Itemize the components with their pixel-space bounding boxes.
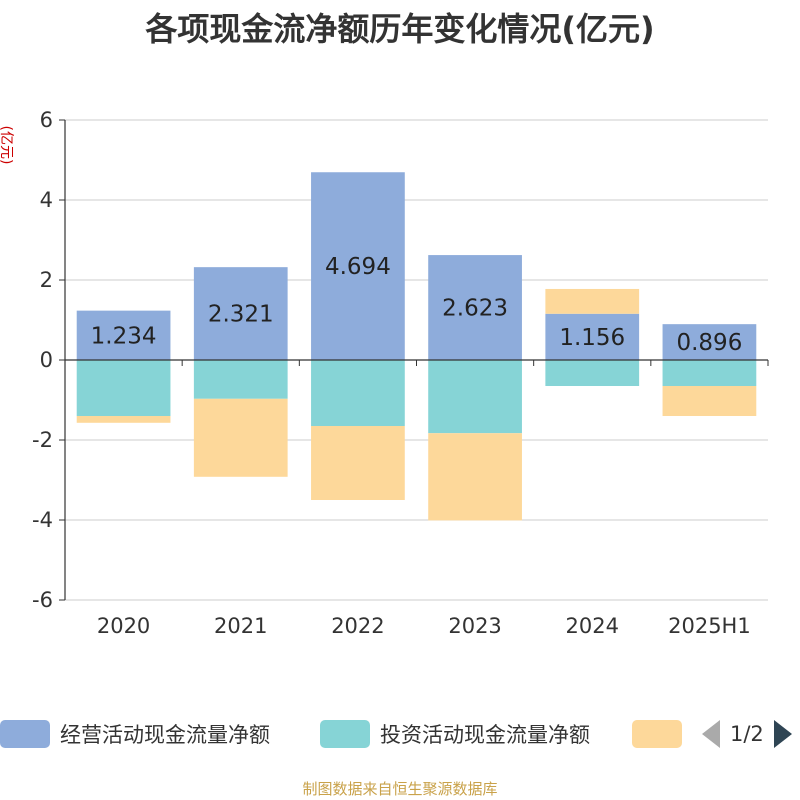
y-tick-label: 0 (40, 348, 53, 372)
legend-swatch-operating (0, 720, 50, 748)
data-labels: 1.234 2.321 4.694 2.623 1.156 0.896 (91, 254, 743, 356)
x-tick-label: 2020 (97, 614, 150, 638)
data-label: 0.896 (676, 330, 742, 356)
x-tick-label: 2021 (214, 614, 267, 638)
bar-series1 (428, 360, 522, 434)
bars (76, 172, 757, 521)
legend-item-operating[interactable]: 经营活动现金流量净额 (0, 716, 270, 752)
y-tick-label: -6 (32, 588, 53, 612)
bar-series2 (193, 398, 288, 477)
x-tick-label: 2024 (566, 614, 619, 638)
grid-lines (65, 119, 768, 601)
y-tick-label: 2 (40, 268, 53, 292)
bar-series0 (311, 172, 405, 360)
legend-swatch-financing (632, 720, 682, 748)
bar-series1 (545, 360, 640, 386)
bar-series0 (193, 267, 288, 360)
legend: 经营活动现金流量净额 投资活动现金流量净额 1/2 (0, 716, 800, 752)
bar-series1 (662, 360, 757, 386)
y-tick-label: -2 (32, 428, 53, 452)
y-tick-label: -4 (32, 508, 53, 532)
legend-item-financing[interactable] (632, 716, 682, 752)
pager-next-icon[interactable] (773, 720, 792, 748)
bar-series0 (76, 310, 171, 360)
bar-series2 (428, 433, 522, 521)
chart-title: 各项现金流净额历年变化情况(亿元) (145, 10, 655, 48)
axes: 6 4 2 0 -2 -4 -6 2020 2021 2022 2023 2024 2025H1 (32, 108, 769, 638)
x-tick-label: 2023 (448, 614, 501, 638)
bar-series0 (662, 324, 757, 360)
data-label: 4.694 (325, 254, 391, 280)
pager-page-text: 1/2 (730, 722, 764, 746)
legend-label-investing: 投资活动现金流量净额 (380, 723, 590, 747)
data-label: 2.623 (442, 296, 508, 322)
bar-series2 (76, 416, 171, 423)
y-tick-label: 4 (40, 188, 53, 212)
y-axis-label: (亿元) (0, 125, 14, 165)
data-label: 1.156 (559, 325, 625, 351)
bar-series0 (428, 255, 522, 360)
bar-series1 (311, 360, 405, 426)
bar-chart: 6 4 2 0 -2 -4 -6 2020 2021 2022 2023 2024 2025H1 1.2… (32, 108, 769, 638)
data-source-note: 制图数据来自恒生聚源数据库 (302, 780, 498, 798)
legend-item-investing[interactable]: 投资活动现金流量净额 (320, 716, 590, 752)
bar-series1 (193, 360, 288, 399)
bar-series2 (662, 386, 757, 416)
y-tick-label: 6 (40, 108, 53, 132)
bar-series2 (545, 288, 640, 314)
legend-swatch-investing (320, 720, 370, 748)
x-tick-label: 2022 (331, 614, 384, 638)
pager-prev-icon[interactable] (702, 720, 720, 748)
legend-label-operating: 经营活动现金流量净额 (60, 723, 270, 747)
legend-pager: 1/2 (702, 716, 792, 752)
x-tick-label: 2025H1 (668, 614, 751, 638)
bar-series1 (76, 360, 171, 416)
bar-series0 (545, 313, 640, 360)
bar-series2 (311, 426, 405, 500)
data-label: 1.234 (91, 323, 157, 349)
data-label: 2.321 (208, 302, 274, 328)
